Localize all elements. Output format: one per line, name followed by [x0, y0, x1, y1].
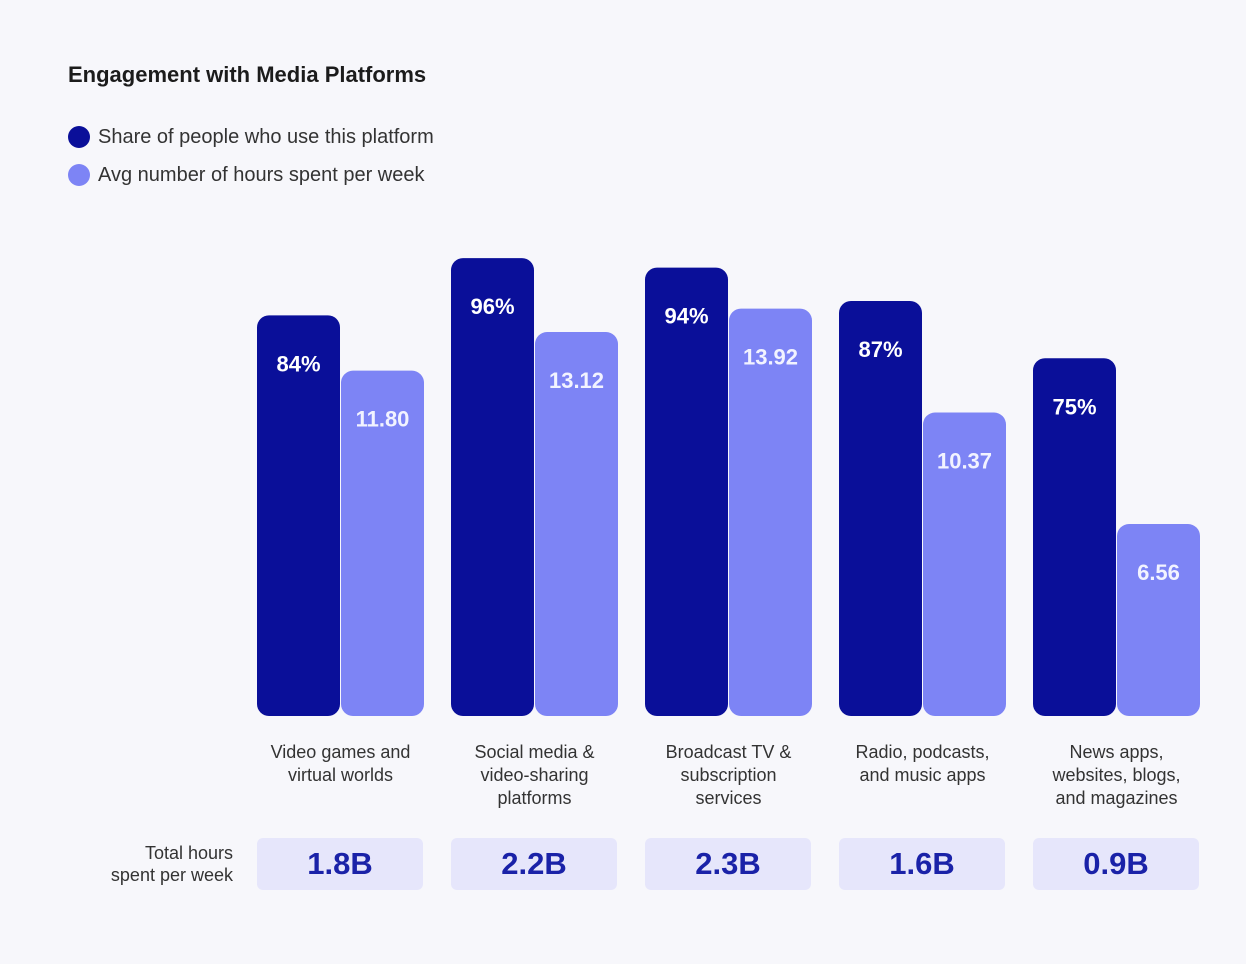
- legend-item-hours: Avg number of hours spent per week: [68, 156, 434, 194]
- total-hours-heading: Total hours spent per week: [70, 842, 233, 886]
- category-label-line: Video games and: [270, 742, 411, 762]
- hours-bar-0: [341, 370, 424, 716]
- share-value-label-4: 75%: [1052, 394, 1096, 419]
- chart-legend: Share of people who use this platform Av…: [68, 118, 434, 194]
- share-value-label-3: 87%: [858, 337, 902, 362]
- category-label-1: Social media & video-sharing platforms: [445, 741, 625, 810]
- category-label-line: platforms: [497, 788, 572, 808]
- share-bar-4: [1033, 358, 1116, 716]
- legend-swatch-share: [68, 126, 90, 148]
- total-hours-value-3: 1.6B: [839, 838, 1005, 890]
- hours-bar-2: [729, 308, 812, 716]
- category-label-line: subscription: [680, 765, 777, 785]
- total-hours-value-4: 0.9B: [1033, 838, 1199, 890]
- share-bar-1: [451, 258, 534, 716]
- share-bar-0: [257, 315, 340, 716]
- chart-title: Engagement with Media Platforms: [68, 62, 427, 87]
- share-value-label-2: 94%: [664, 304, 708, 329]
- hours-value-label-2: 13.92: [743, 345, 798, 370]
- hours-bar-1: [535, 332, 618, 716]
- share-bar-3: [839, 301, 922, 716]
- hours-value-label-4: 6.56: [1137, 560, 1180, 585]
- category-label-line: and music apps: [859, 765, 986, 785]
- category-label-line: virtual worlds: [287, 765, 394, 785]
- category-label-line: websites, blogs,: [1052, 765, 1181, 785]
- legend-label-share: Share of people who use this platform: [98, 125, 434, 148]
- category-label-line: Social media &: [474, 742, 595, 762]
- total-hours-value-0: 1.8B: [257, 838, 423, 890]
- legend-item-share: Share of people who use this platform: [68, 118, 434, 156]
- category-label-line: video-sharing: [480, 765, 589, 785]
- hours-value-label-1: 13.12: [549, 368, 604, 393]
- share-bar-2: [645, 267, 728, 716]
- category-label-2: Broadcast TV & subscription services: [639, 741, 819, 810]
- hours-value-label-0: 11.80: [356, 407, 410, 432]
- total-hours-value-2: 2.3B: [645, 838, 811, 890]
- total-hours-heading-line-2: spent per week: [110, 865, 233, 885]
- hours-value-label-3: 10.37: [937, 449, 992, 474]
- category-label-4: News apps, websites, blogs, and magazines: [1027, 741, 1207, 810]
- category-label-line: and magazines: [1055, 788, 1178, 808]
- category-label-0: Video games and virtual worlds: [251, 741, 431, 787]
- total-hours-heading-line-1: Total hours: [144, 843, 233, 863]
- category-label-line: Broadcast TV &: [665, 742, 792, 762]
- hours-bar-3: [923, 412, 1006, 716]
- legend-swatch-hours: [68, 164, 90, 186]
- category-label-3: Radio, podcasts, and music apps: [833, 741, 1013, 787]
- category-label-line: Radio, podcasts,: [855, 742, 990, 762]
- category-label-line: services: [695, 788, 762, 808]
- legend-label-hours: Avg number of hours spent per week: [98, 163, 425, 186]
- hours-bar-4: [1117, 524, 1200, 716]
- share-value-label-1: 96%: [470, 294, 514, 319]
- share-value-label-0: 84%: [276, 351, 320, 376]
- total-hours-value-1: 2.2B: [451, 838, 617, 890]
- category-label-line: News apps,: [1069, 742, 1164, 762]
